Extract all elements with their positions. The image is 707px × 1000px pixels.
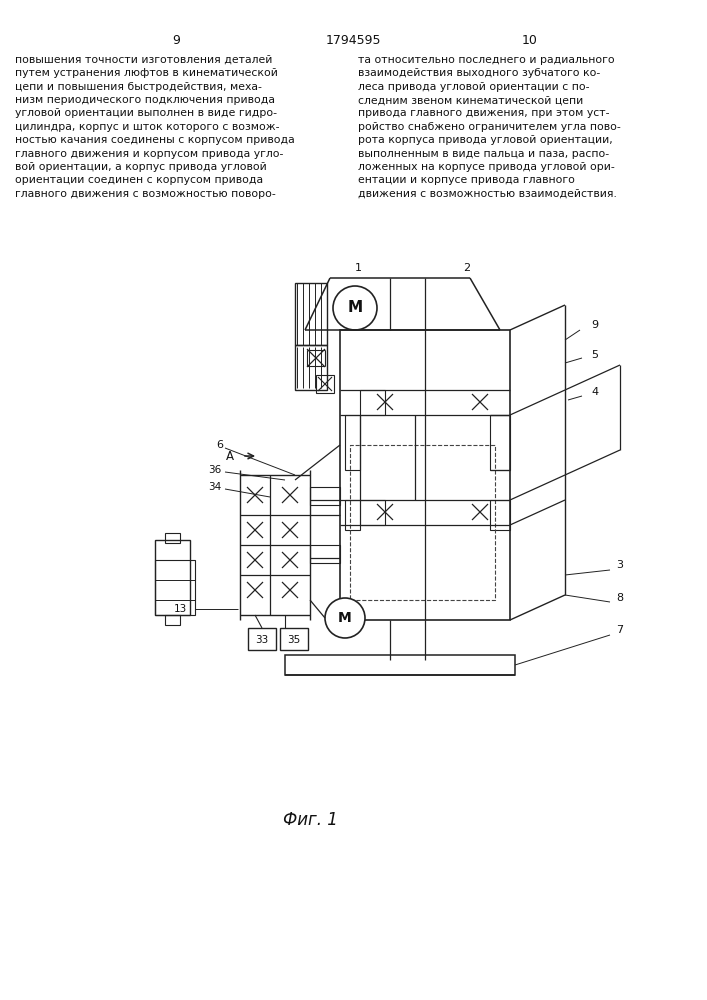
Bar — [490, 415, 510, 470]
Text: 5: 5 — [592, 350, 599, 360]
Bar — [280, 628, 308, 650]
Text: Фиг. 1: Фиг. 1 — [283, 811, 337, 829]
Text: 1: 1 — [354, 263, 361, 273]
Text: 36: 36 — [209, 465, 221, 475]
Text: 8: 8 — [617, 593, 624, 603]
Bar — [295, 345, 327, 390]
Text: 3: 3 — [617, 560, 624, 570]
Text: 6: 6 — [216, 440, 223, 450]
Bar — [155, 540, 190, 615]
Circle shape — [333, 286, 377, 330]
Text: 2: 2 — [463, 263, 471, 273]
Bar — [165, 615, 180, 625]
Bar — [310, 487, 340, 505]
Bar — [490, 500, 510, 530]
Bar — [155, 560, 195, 615]
Bar — [310, 545, 340, 563]
Bar — [340, 330, 510, 620]
Text: A: A — [226, 450, 234, 462]
Text: 34: 34 — [209, 482, 221, 492]
Text: та относительно последнего и радиального
взаимодействия выходного зубчатого ко-
: та относительно последнего и радиального… — [358, 55, 621, 199]
Text: 9: 9 — [592, 320, 599, 330]
Circle shape — [325, 598, 365, 638]
Text: 10: 10 — [522, 33, 538, 46]
Text: повышения точности изготовления деталей
путем устранения люфтов в кинематической: повышения точности изготовления деталей … — [15, 55, 295, 199]
Bar — [350, 445, 495, 600]
Bar — [165, 533, 180, 543]
Text: M: M — [347, 300, 363, 316]
Text: M: M — [338, 611, 352, 625]
Bar — [345, 500, 360, 530]
Text: 7: 7 — [617, 625, 624, 635]
Bar — [345, 415, 360, 470]
Bar — [240, 475, 310, 615]
Text: 4: 4 — [592, 387, 599, 397]
Bar — [295, 283, 327, 345]
Bar — [316, 375, 334, 393]
Text: 35: 35 — [287, 635, 300, 645]
Text: 33: 33 — [255, 635, 269, 645]
Bar — [248, 628, 276, 650]
Text: 1794595: 1794595 — [325, 33, 381, 46]
Bar — [360, 390, 385, 415]
Bar — [360, 500, 385, 525]
Text: 13: 13 — [173, 604, 187, 614]
Bar — [285, 655, 515, 675]
Text: 9: 9 — [172, 33, 180, 46]
